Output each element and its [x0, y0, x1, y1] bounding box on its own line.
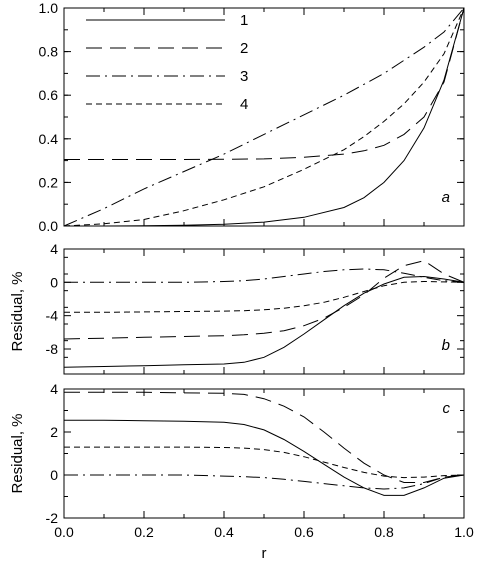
- panel-b: 4 0 -4 -8 b Residual, %: [9, 241, 465, 375]
- plot-frame: [63, 388, 465, 519]
- series-2-line: [64, 7, 465, 160]
- plot-frame: [63, 7, 465, 227]
- x-tick-label: 0.0: [54, 524, 74, 540]
- y-tick-label: 0.6: [39, 87, 59, 103]
- y-tick-label: 0.8: [39, 44, 59, 60]
- series-3-line: [63, 7, 465, 227]
- series-3-line: [64, 268, 465, 283]
- panel-a: 0.0 0.2 0.4 0.6 0.8 1.0 a: [39, 0, 465, 234]
- y-tick-label: 0.2: [39, 174, 59, 190]
- x-tick-label: 0.4: [214, 524, 234, 540]
- panel-label: c: [443, 400, 451, 417]
- series-2-line: [63, 260, 465, 340]
- legend: 1 2 3 4: [86, 12, 248, 113]
- series-4-line: [63, 7, 465, 227]
- panel-label: b: [442, 337, 450, 354]
- y-axis-title: Residual, %: [9, 271, 26, 351]
- y-axis-title: Residual, %: [9, 413, 26, 493]
- panel-label: a: [442, 189, 450, 206]
- y-tick-label: -8: [46, 341, 59, 357]
- series-4-line: [64, 280, 465, 313]
- x-tick-label: 0.2: [134, 524, 154, 540]
- y-tick-label: -4: [46, 308, 59, 324]
- y-tick-label: 0.4: [39, 131, 59, 147]
- series-1-line: [64, 7, 465, 227]
- y-tick-label: -2: [46, 510, 59, 526]
- y-tick-label: 0: [50, 467, 58, 483]
- series-1-line: [63, 275, 465, 368]
- y-tick-label: 0: [50, 274, 58, 290]
- series-2-line: [64, 391, 465, 483]
- x-tick-label: 1.0: [454, 524, 474, 540]
- y-tick-label: 1.0: [39, 0, 59, 16]
- series-1-line: [64, 419, 465, 496]
- legend-label-1: 1: [240, 12, 248, 29]
- y-tick-label: 2: [50, 424, 58, 440]
- series-4-line: [64, 446, 465, 479]
- x-axis-title: r: [262, 545, 267, 562]
- legend-label-4: 4: [240, 96, 248, 113]
- series-3-line: [64, 474, 465, 490]
- legend-label-3: 3: [240, 68, 248, 85]
- y-tick-label: 4: [50, 241, 58, 257]
- y-tick-label: 4: [50, 381, 58, 397]
- x-tick-label: 0.6: [294, 524, 314, 540]
- x-tick-label: 0.8: [374, 524, 394, 540]
- y-tick-label: 0.0: [39, 218, 59, 234]
- panel-c: 4 2 0 -2 c Residual, %: [9, 381, 465, 526]
- legend-label-2: 2: [240, 40, 248, 57]
- plot-frame: [63, 248, 465, 375]
